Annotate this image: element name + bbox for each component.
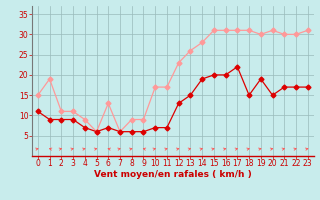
X-axis label: Vent moyen/en rafales ( km/h ): Vent moyen/en rafales ( km/h ) (94, 170, 252, 179)
